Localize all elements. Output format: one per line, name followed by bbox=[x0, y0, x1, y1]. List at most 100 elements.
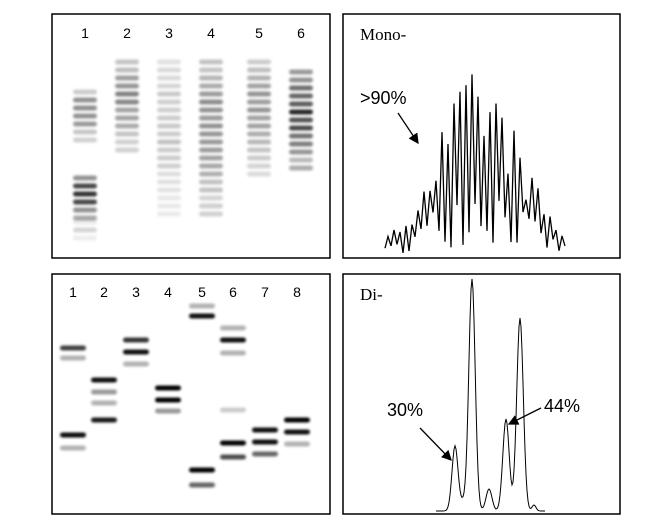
band bbox=[289, 165, 313, 171]
band bbox=[247, 123, 271, 129]
gel-panel bbox=[51, 13, 331, 259]
band bbox=[220, 337, 246, 343]
lane-label: 1 bbox=[69, 284, 77, 300]
band bbox=[247, 115, 271, 121]
band bbox=[157, 83, 181, 89]
annotation: 30% bbox=[387, 400, 423, 420]
lane-label: 2 bbox=[100, 284, 108, 300]
lane-label: 5 bbox=[255, 25, 263, 41]
band bbox=[157, 171, 181, 177]
band bbox=[247, 99, 271, 105]
band bbox=[199, 115, 223, 121]
lane-label: 8 bbox=[293, 284, 301, 300]
band bbox=[199, 203, 223, 209]
band bbox=[157, 91, 181, 97]
band bbox=[115, 99, 139, 105]
arrow bbox=[507, 407, 542, 425]
band bbox=[115, 59, 139, 65]
band bbox=[60, 432, 86, 438]
band bbox=[252, 451, 278, 457]
band bbox=[73, 183, 97, 189]
band bbox=[157, 187, 181, 193]
band bbox=[155, 408, 181, 414]
band bbox=[199, 91, 223, 97]
band bbox=[199, 163, 223, 169]
band bbox=[289, 93, 313, 99]
band bbox=[199, 99, 223, 105]
lane-label: 7 bbox=[261, 284, 269, 300]
band bbox=[199, 171, 223, 177]
trace bbox=[384, 74, 566, 253]
band bbox=[220, 350, 246, 356]
band bbox=[73, 97, 97, 103]
band bbox=[157, 195, 181, 201]
band bbox=[199, 83, 223, 89]
band bbox=[199, 131, 223, 137]
band bbox=[289, 133, 313, 139]
band bbox=[73, 121, 97, 127]
band bbox=[123, 349, 149, 355]
band bbox=[73, 105, 97, 111]
band bbox=[199, 139, 223, 145]
band bbox=[199, 187, 223, 193]
band bbox=[247, 163, 271, 169]
band bbox=[284, 441, 310, 447]
band bbox=[157, 163, 181, 169]
band bbox=[220, 325, 246, 331]
band bbox=[157, 131, 181, 137]
band bbox=[157, 75, 181, 81]
band bbox=[115, 123, 139, 129]
band bbox=[73, 227, 97, 233]
band bbox=[199, 147, 223, 153]
band bbox=[199, 211, 223, 217]
band bbox=[189, 482, 215, 488]
band bbox=[189, 313, 215, 319]
band bbox=[157, 139, 181, 145]
band bbox=[115, 115, 139, 121]
band bbox=[284, 429, 310, 435]
gel-bands bbox=[60, 303, 310, 488]
band bbox=[157, 203, 181, 209]
band bbox=[60, 355, 86, 361]
band bbox=[289, 141, 313, 147]
lane-label: 3 bbox=[132, 284, 140, 300]
band bbox=[115, 107, 139, 113]
band bbox=[73, 175, 97, 181]
panel-label: Di- bbox=[360, 285, 383, 304]
band bbox=[157, 67, 181, 73]
lane-label: 4 bbox=[207, 25, 215, 41]
band bbox=[157, 107, 181, 113]
band bbox=[199, 195, 223, 201]
band bbox=[199, 67, 223, 73]
band bbox=[252, 427, 278, 433]
band bbox=[73, 137, 97, 143]
band bbox=[157, 115, 181, 121]
band bbox=[73, 199, 97, 205]
lane-label: 6 bbox=[297, 25, 305, 41]
band bbox=[189, 467, 215, 473]
band bbox=[115, 83, 139, 89]
band bbox=[60, 345, 86, 351]
band bbox=[189, 303, 215, 309]
band bbox=[115, 147, 139, 153]
band bbox=[123, 337, 149, 343]
band bbox=[289, 109, 313, 115]
band bbox=[91, 377, 117, 383]
band bbox=[199, 59, 223, 65]
band bbox=[123, 361, 149, 367]
band bbox=[73, 235, 97, 241]
band bbox=[60, 445, 86, 451]
trace-panel bbox=[342, 273, 621, 515]
band bbox=[115, 67, 139, 73]
arrow bbox=[397, 112, 419, 145]
trace bbox=[436, 278, 545, 512]
band bbox=[157, 155, 181, 161]
band bbox=[73, 219, 97, 225]
band bbox=[73, 113, 97, 119]
lane-label: 6 bbox=[229, 284, 237, 300]
band bbox=[247, 171, 271, 177]
band bbox=[115, 75, 139, 81]
band bbox=[157, 147, 181, 153]
